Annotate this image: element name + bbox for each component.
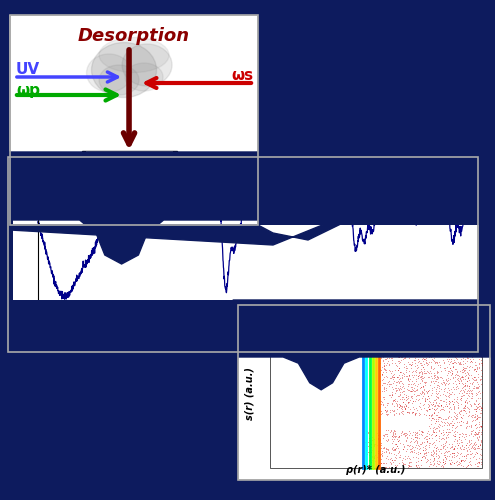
Bar — [10, 15, 258, 225]
Bar — [86, 151, 173, 156]
Bar — [0, 162, 263, 220]
Text: s(r) (a.u.): s(r) (a.u.) — [245, 367, 255, 420]
Polygon shape — [10, 157, 478, 245]
Bar — [0, 0, 495, 15]
Bar — [270, 319, 482, 468]
Ellipse shape — [125, 63, 163, 91]
Text: Desorption: Desorption — [78, 27, 190, 45]
Bar — [0, 300, 238, 480]
Ellipse shape — [122, 44, 172, 86]
Text: ωp: ωp — [16, 82, 40, 98]
Bar — [238, 305, 490, 480]
Polygon shape — [0, 152, 488, 264]
Ellipse shape — [92, 42, 156, 98]
Ellipse shape — [99, 38, 169, 72]
Bar — [82, 151, 177, 167]
Text: ωs: ωs — [231, 68, 253, 82]
Polygon shape — [13, 300, 495, 390]
Bar — [8, 157, 478, 352]
Text: *: * — [61, 308, 65, 318]
Bar — [8, 157, 478, 352]
Bar — [0, 157, 13, 352]
Bar — [258, 15, 495, 225]
Text: UV: UV — [16, 62, 40, 78]
Ellipse shape — [87, 54, 132, 92]
Bar — [238, 305, 490, 480]
Ellipse shape — [99, 65, 139, 95]
Text: ρ(r)* (a.u.): ρ(r)* (a.u.) — [346, 465, 406, 475]
Bar — [0, 480, 495, 500]
Text: Wavenumber (cm⁻¹): Wavenumber (cm⁻¹) — [145, 324, 287, 338]
Bar — [10, 15, 258, 225]
